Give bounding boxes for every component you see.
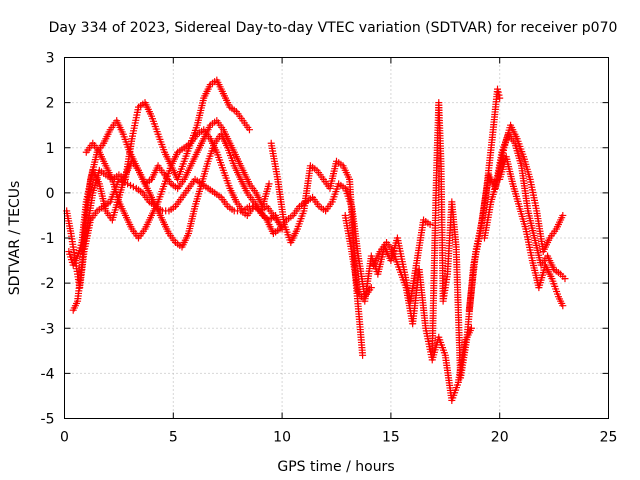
- y-tick-label: -5: [41, 412, 55, 428]
- chart-title: Day 334 of 2023, Sidereal Day-to-day VTE…: [49, 20, 618, 36]
- x-tick-label: 20: [491, 430, 509, 446]
- y-axis-label: SDTVAR / TECUs: [7, 181, 23, 296]
- x-tick-label: 5: [169, 430, 178, 446]
- data-point: [494, 85, 502, 93]
- data-point: [426, 220, 434, 228]
- data-point: [559, 302, 567, 310]
- data-point: [496, 94, 504, 102]
- y-tick-label: 2: [46, 96, 55, 112]
- y-tick-label: 3: [46, 51, 55, 67]
- data-point: [494, 88, 502, 96]
- data-point: [367, 284, 375, 292]
- y-tick-label: 0: [46, 186, 55, 202]
- grid: [64, 57, 609, 419]
- data-point: [561, 275, 569, 283]
- data-point: [559, 211, 567, 219]
- y-tick-label: -3: [41, 321, 55, 337]
- data-point: [245, 126, 253, 134]
- x-tick-label: 10: [273, 430, 291, 446]
- x-tick-label: 0: [60, 430, 69, 446]
- x-tick-label: 15: [382, 430, 400, 446]
- axis-ticks: 0 5 10 15 20 25 -5 -4 -3 -2 -1 0 1 2 3: [41, 51, 618, 446]
- data-point: [495, 91, 503, 99]
- y-tick-label: -1: [41, 231, 55, 247]
- x-axis-label: GPS time / hours: [277, 459, 394, 475]
- data-point: [359, 351, 367, 359]
- data-point: [265, 180, 273, 188]
- y-tick-label: -4: [41, 366, 55, 382]
- x-tick-label: 25: [600, 430, 618, 446]
- y-tick-label: -2: [41, 276, 55, 292]
- y-tick-label: 1: [46, 141, 55, 157]
- data-point: [467, 324, 475, 332]
- data-points: [63, 76, 569, 404]
